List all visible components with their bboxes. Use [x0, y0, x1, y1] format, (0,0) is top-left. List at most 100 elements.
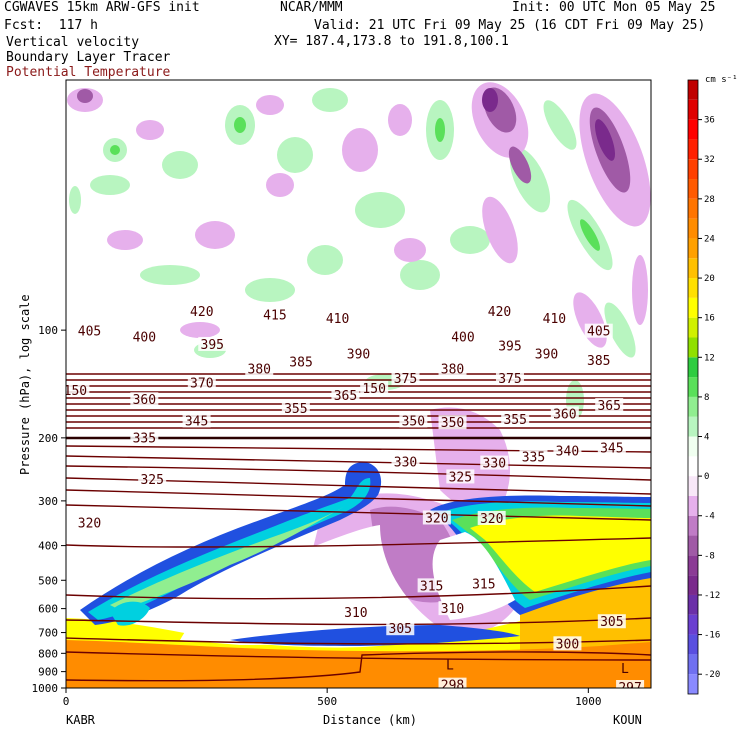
theta-label-bg: [245, 361, 274, 376]
theta-label-bg: [130, 329, 159, 344]
theta-label-text: 375: [394, 372, 417, 387]
theta-label-text: 330: [394, 455, 417, 470]
theta-label: 305: [597, 614, 626, 630]
y-tick-label: 500: [38, 574, 58, 587]
y-tick-label: 200: [38, 432, 58, 445]
theta-label: 298: [438, 677, 467, 694]
theta-label: 325: [138, 471, 167, 488]
x-tick-label: 0: [63, 695, 70, 708]
theta-label-text: 355: [284, 402, 307, 417]
colorbar-bin: [688, 377, 698, 397]
colorbar-units: cm s⁻¹: [705, 75, 738, 85]
x-axis-title: Distance (km): [323, 713, 417, 727]
x-endpoint-right: KOUN: [613, 713, 642, 727]
colorbar-label: 32: [704, 155, 715, 165]
colorbar-bin: [688, 515, 698, 536]
theta-label-text: 300: [556, 637, 579, 652]
theta-label: 370: [187, 375, 216, 392]
theta-label-bg: [130, 430, 159, 445]
colorbar-bin: [688, 456, 698, 477]
y-tick-label: 600: [38, 603, 58, 616]
theta-label: 150: [360, 380, 389, 397]
theta-label-bg: [187, 375, 216, 390]
theta-label-group: 420 415 410 420 410 405 400 395 400 395 405 390 385 3…: [64, 304, 645, 694]
colorbar-bin: [688, 258, 698, 279]
theta-label: 390: [344, 346, 373, 363]
theta-label-bg: [198, 336, 227, 351]
theta-label: 405: [584, 323, 613, 340]
theta-label: 355: [501, 411, 530, 428]
theta-label-text: 320: [425, 511, 448, 526]
theta-label-text: 390: [347, 348, 370, 363]
colorbar-bin: [688, 396, 698, 417]
model-title: CGWAVES 15km ARW-GFS init: [4, 0, 200, 15]
colorbar-bin: [688, 119, 698, 140]
y-axis-title: Pressure (hPa), log scale: [18, 294, 32, 475]
theta-label-text: 395: [201, 338, 224, 353]
theta-label-bg: [485, 304, 514, 319]
y-tick-label: 900: [38, 666, 58, 679]
theta-label-bg: [344, 346, 373, 361]
colorbar-bin: [688, 634, 698, 655]
colorbar-bin: [688, 495, 698, 516]
theta-label-text: 325: [449, 470, 472, 485]
theta-label: 297: [616, 680, 645, 688]
theta-label-bg: [399, 413, 428, 428]
theta-label-text: 298: [441, 679, 464, 694]
theta-label-bg: [66, 383, 90, 398]
theta-label-bg: [495, 371, 524, 386]
field-potential-temperature: Potential Temperature: [6, 65, 171, 80]
theta-label: 390: [532, 346, 561, 363]
colorbar-bin: [688, 594, 698, 615]
theta-label: 365: [595, 398, 624, 414]
theta-label-bg: [331, 388, 360, 403]
theta-label-text: 405: [587, 325, 610, 340]
theta-label-text: 410: [543, 312, 566, 327]
colorbar-label: 16: [704, 314, 715, 324]
theta-label: 420: [187, 304, 216, 320]
theta-label-text: 305: [600, 615, 623, 630]
theta-label: 310: [341, 605, 370, 621]
colorbar-label: 4: [704, 433, 709, 443]
upper-wave-field: [67, 82, 651, 420]
colorbar-bin: [688, 674, 698, 694]
theta-label-text: 320: [78, 517, 101, 532]
theta-label-text: 380: [248, 363, 271, 378]
y-tick-label: 1000: [32, 682, 59, 695]
colorbar-label: 20: [704, 274, 715, 284]
x-tick-label: 500: [317, 695, 337, 708]
theta-label-bg: [469, 576, 498, 591]
theta-label: 320: [422, 510, 451, 526]
theta-label-bg: [417, 578, 446, 593]
colorbar-label: 24: [704, 234, 715, 244]
theta-label: 340: [553, 443, 582, 459]
colorbar-bin: [688, 555, 698, 576]
theta-label-text: 340: [556, 444, 579, 459]
theta-label: 310: [438, 601, 467, 617]
theta-label: 360: [550, 406, 579, 422]
theta-label: 380: [245, 361, 274, 378]
colorbar-bin: [688, 614, 698, 635]
colorbar-bin: [688, 337, 698, 358]
theta-label-text: 315: [420, 579, 443, 594]
colorbar-label: -8: [704, 551, 715, 561]
theta-label-bg: [341, 605, 370, 620]
colorbar-label: -20: [704, 670, 720, 680]
plot-frame: [65, 79, 652, 689]
colorbar-bin: [688, 179, 698, 199]
theta-label-bg: [182, 413, 211, 428]
colorbar-bin: [688, 159, 698, 180]
theta-label-text: 330: [483, 457, 506, 472]
theta-label: 335: [130, 430, 159, 447]
theta-label-text: 345: [185, 414, 208, 429]
theta-label: 315: [417, 578, 446, 594]
theta-label-text: 380: [441, 363, 464, 378]
theta-label-text: 150: [64, 384, 87, 399]
colorbar-label: -12: [704, 591, 720, 601]
theta-label: 330: [391, 454, 420, 470]
theta-label-bg: [438, 415, 467, 430]
colorbar-bin: [688, 357, 698, 378]
theta-label-text: 335: [522, 451, 545, 466]
theta-label-bg: [477, 510, 506, 525]
